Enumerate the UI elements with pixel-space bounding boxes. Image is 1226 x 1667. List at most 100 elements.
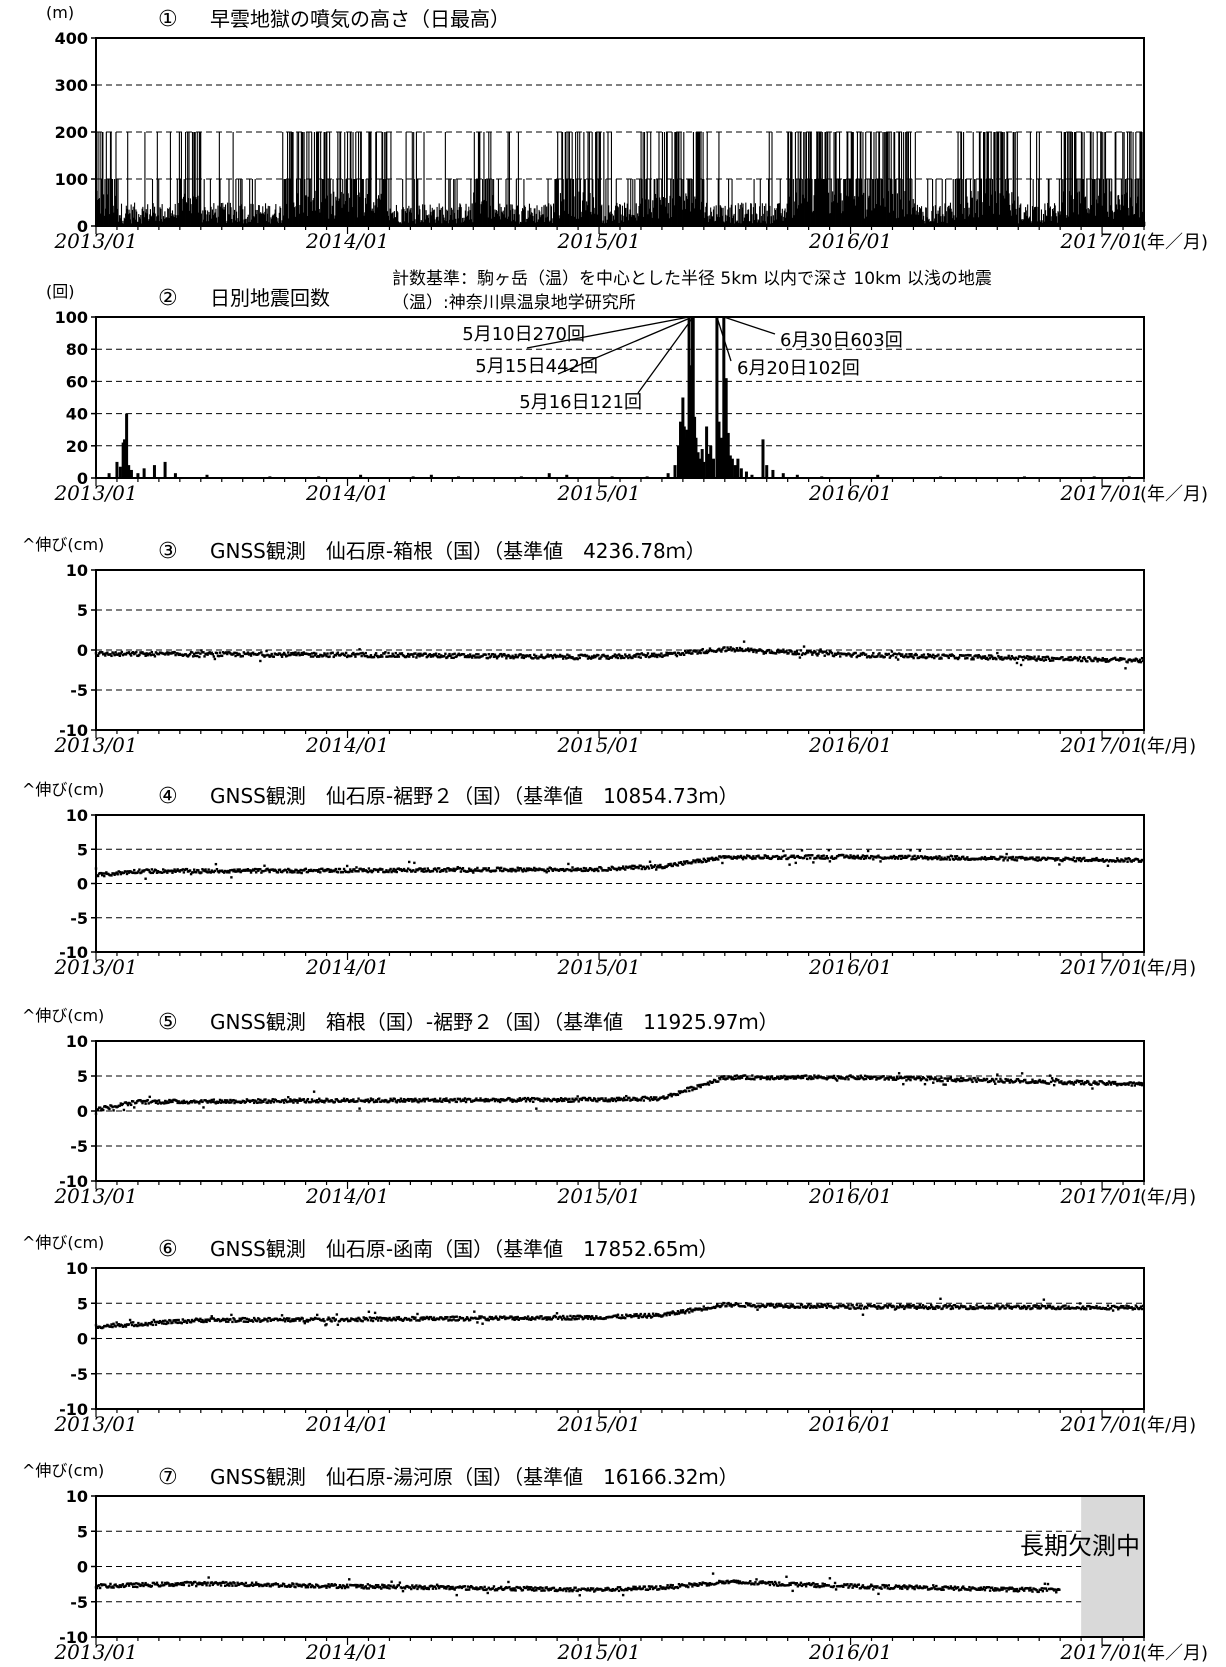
point <box>734 1077 738 1080</box>
point <box>956 858 960 861</box>
point <box>901 653 904 656</box>
point <box>132 651 135 654</box>
point <box>135 650 138 654</box>
point <box>359 652 362 655</box>
point <box>211 1100 215 1104</box>
point <box>711 858 715 862</box>
panel-title: 日別地震回数 <box>210 286 330 310</box>
point <box>103 874 106 878</box>
point <box>371 869 375 873</box>
point <box>537 657 540 660</box>
point <box>241 654 244 658</box>
point <box>147 1102 150 1105</box>
point <box>996 1073 999 1076</box>
point <box>703 858 707 862</box>
point <box>508 869 511 872</box>
point <box>357 1097 360 1100</box>
point <box>764 854 768 858</box>
point <box>497 654 501 658</box>
point <box>132 871 135 875</box>
point <box>633 864 636 868</box>
point <box>528 654 532 657</box>
point <box>583 869 587 873</box>
point <box>694 861 697 864</box>
point <box>681 652 685 655</box>
point <box>557 655 561 658</box>
point <box>757 649 760 652</box>
point <box>844 652 847 656</box>
point <box>311 1100 315 1103</box>
point <box>784 1077 787 1081</box>
point <box>330 1099 333 1102</box>
point <box>1058 863 1061 866</box>
point <box>268 870 271 874</box>
point <box>475 869 478 872</box>
point <box>315 1099 319 1102</box>
point <box>237 870 240 873</box>
point <box>801 1076 805 1080</box>
point <box>274 869 278 872</box>
point <box>787 652 790 655</box>
point <box>484 867 487 870</box>
point <box>343 654 347 657</box>
point <box>190 651 194 654</box>
point <box>871 1077 874 1080</box>
point <box>167 1101 170 1104</box>
bar <box>730 458 734 478</box>
point <box>870 655 873 659</box>
point <box>1021 1080 1025 1083</box>
point <box>300 651 303 655</box>
point <box>802 856 806 860</box>
point <box>606 654 609 658</box>
point <box>318 1097 321 1100</box>
point <box>317 1101 320 1104</box>
point <box>620 654 624 658</box>
panel-title: GNSS観測 仙石原-裾野２（国）（基準値 10854.73ｍ） <box>210 784 739 808</box>
x-tick-label: 2016/01 <box>808 733 892 757</box>
x-tick-label: 2013/01 <box>53 229 137 253</box>
point <box>933 1078 936 1081</box>
point <box>451 653 454 656</box>
point <box>619 656 623 660</box>
point <box>444 868 447 871</box>
point <box>718 647 721 651</box>
x-unit-label: (年/月) <box>1140 736 1196 757</box>
point <box>180 1100 183 1103</box>
point <box>304 1101 308 1104</box>
point <box>199 652 202 655</box>
x-tick-label: 2017/01 <box>1060 733 1144 757</box>
point <box>609 1098 612 1101</box>
point <box>167 653 170 656</box>
point <box>685 1090 688 1093</box>
point <box>431 655 435 658</box>
point <box>1004 856 1007 859</box>
point <box>1024 858 1027 861</box>
point <box>387 870 390 874</box>
point <box>1078 1079 1082 1083</box>
point <box>1112 1082 1116 1085</box>
bar <box>127 465 131 478</box>
point <box>585 654 589 657</box>
point <box>248 652 252 655</box>
point <box>1090 859 1093 863</box>
point <box>553 653 557 657</box>
point <box>535 654 538 658</box>
point <box>327 868 330 871</box>
point <box>814 650 817 654</box>
point <box>1060 1080 1063 1083</box>
point <box>422 870 425 873</box>
point <box>360 868 363 871</box>
point <box>222 871 226 874</box>
point <box>683 862 687 865</box>
point <box>369 654 373 657</box>
point <box>918 849 922 852</box>
bar <box>724 378 728 478</box>
point <box>785 1075 788 1079</box>
point <box>722 1077 725 1080</box>
point <box>407 860 411 864</box>
point <box>524 869 528 873</box>
point <box>806 651 810 654</box>
point <box>738 1077 742 1080</box>
point <box>153 1099 157 1102</box>
point <box>810 1077 813 1081</box>
